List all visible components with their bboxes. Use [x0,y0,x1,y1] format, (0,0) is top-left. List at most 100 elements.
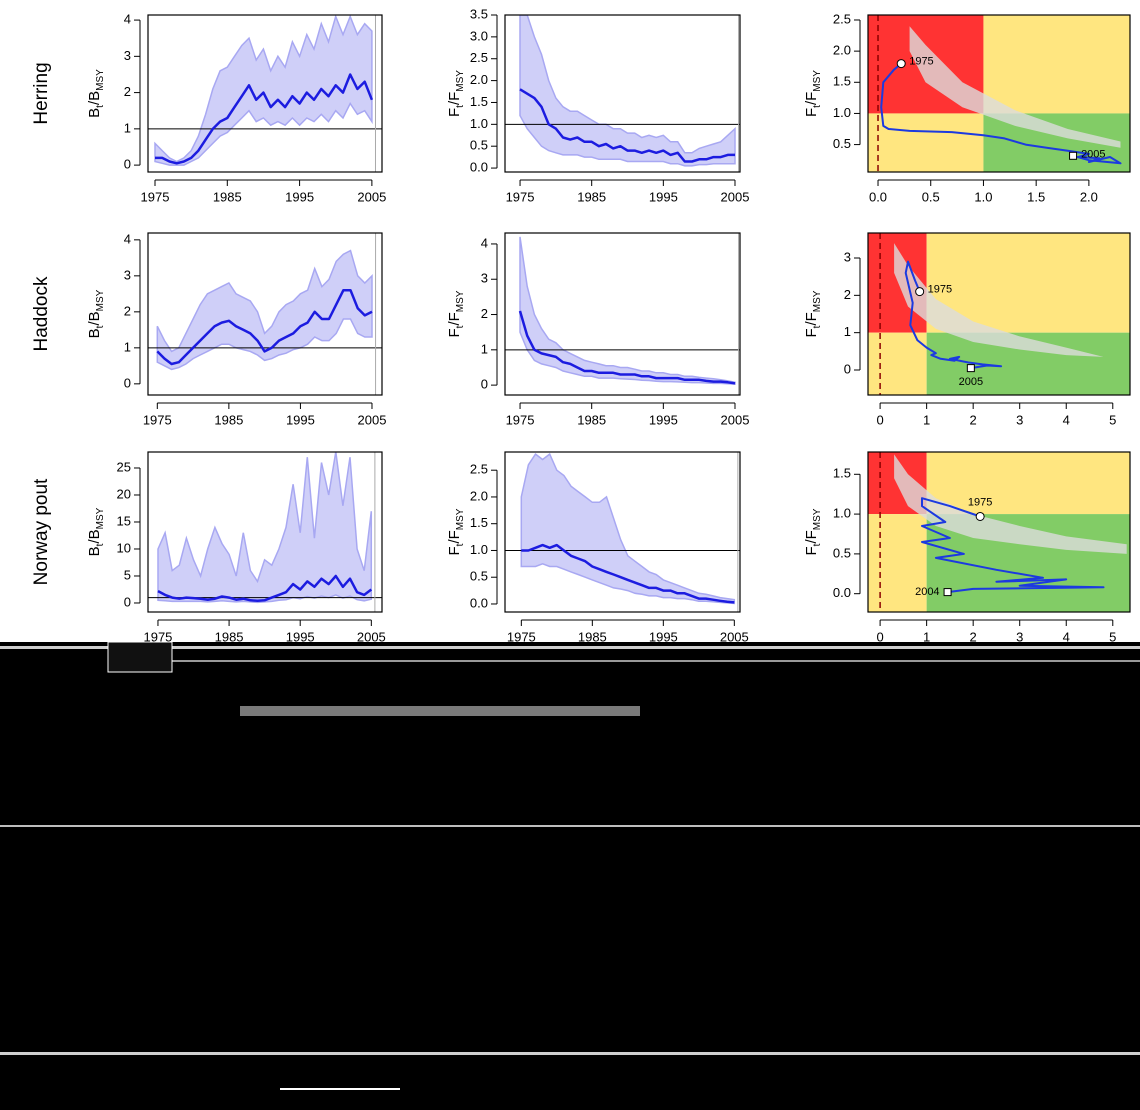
x-tick-label: 1995 [649,412,678,427]
y-tick-label: 2.0 [470,72,488,87]
y-axis-label-part: /F [803,312,820,325]
y-tick-label: 2 [844,287,851,302]
panel: 0 1 2 3 4 1975 1985 1995 2005 Ft/FMSY [446,232,750,427]
y-tick-label: 3 [481,271,488,286]
x-tick-label: 1985 [215,629,244,644]
zone-yellow [868,514,927,612]
y-axis-label-part: /B [86,91,103,105]
x-tick-label: 1975 [141,189,170,204]
panel: 0 1 2 3 4 1975 1985 1995 2005 Bt/BMSY [86,231,386,427]
x-tick-label: 1985 [578,629,607,644]
x-tick-label: 0 [876,629,883,644]
y-tick-label: 1 [481,341,488,356]
y-axis-label-part: /F [446,530,463,543]
y-tick-label: 2.5 [833,11,851,26]
y-tick-label: 2 [481,306,488,321]
y-tick-label: 4 [124,231,131,246]
y-axis-label-part: t [95,543,106,546]
y-axis-label-part: MSY [812,70,823,92]
plot-frame [867,451,1131,613]
y-tick-label: 1.0 [470,542,488,557]
y-tick-label: 4 [124,12,131,27]
end-label: 2005 [959,376,983,388]
x-tick-label: 2 [970,629,977,644]
y-axis-label-part: t [812,325,823,328]
y-tick-label: 1.5 [833,74,851,89]
y-axis-label-part: /F [803,530,820,543]
plot-area [148,233,382,395]
y-tick-label: 3 [124,267,131,282]
uncertainty-band [519,236,736,385]
zone-yellow [868,332,927,395]
y-axis-label-part: B [86,546,103,556]
y-axis-label-part: /B [86,529,103,543]
y-axis-label-part: /F [446,312,463,325]
plot-area: 1975 2005 [868,15,1130,172]
y-tick-label: 3 [844,249,851,264]
end-point [943,588,952,597]
y-axis-label-part: t [455,543,466,546]
x-tick-label: 2005 [357,189,386,204]
y-tick-label: 0 [844,361,851,376]
y-axis-label-part: F [446,108,463,117]
y-axis-label-part: MSY [95,507,106,529]
plot-frame [867,14,1131,173]
x-tick-label: 2005 [721,412,750,427]
start-point [975,511,985,521]
median-line [155,73,374,165]
y-tick-label: 15 [117,513,131,528]
y-tick-label: 25 [117,459,131,474]
x-tick-label: 1985 [214,412,243,427]
x-tick-label: 1975 [143,629,172,644]
y-axis-label: Ft/FMSY [803,508,823,555]
y-tick-label: 1.5 [470,94,488,109]
x-tick-label: 1995 [649,189,678,204]
y-axis-label-part: F [446,546,463,555]
plot-frame [147,14,383,173]
y-axis-label-part: t [95,105,106,108]
glitch-stripe [240,706,640,716]
x-tick-label: 3 [1016,629,1023,644]
y-tick-label: 3 [124,48,131,63]
y-tick-label: 3.0 [470,28,488,43]
glitch-stripe [0,1052,1140,1055]
y-tick-label: 0.5 [833,545,851,560]
x-tick-label: 5 [1109,412,1116,427]
glitch-stripe [0,646,1140,649]
panels: Herring Haddock Norway pout 0 1 2 3 4 1975 1985 19… [31,6,1131,644]
y-tick-label: 0 [124,375,131,390]
x-tick-label: 0 [876,412,883,427]
zone-yellow [983,15,1130,114]
y-axis-label-part: MSY [455,290,466,312]
y-tick-label: 0 [124,594,131,609]
y-tick-label: 2.5 [470,50,488,65]
y-tick-label: 20 [117,486,131,501]
y-tick-label: 1 [124,120,131,135]
y-tick-label: 2 [124,84,131,99]
x-tick-label: 1985 [577,189,606,204]
y-axis-label-part: MSY [812,508,823,530]
y-tick-label: 1.5 [833,466,851,481]
x-tick-label: 1995 [285,189,314,204]
y-tick-label: 10 [117,540,131,555]
plot-area [148,15,382,172]
x-tick-label: 1975 [507,629,536,644]
end-point [1069,151,1078,160]
y-axis-label-part: MSY [455,508,466,530]
trajectory [904,260,1003,370]
y-axis-label: Ft/FMSY [803,290,823,337]
start-point [896,59,906,69]
glitch-stripe [0,825,1140,827]
panel: 0 1 2 3 4 1975 1985 1995 2005 Bt/BMSY [86,12,386,205]
y-axis-label-part: t [95,325,106,328]
plot-frame [504,232,741,396]
uncertainty-cloud [894,243,1104,357]
y-tick-label: 0.0 [470,595,488,610]
y-axis-label: Ft/FMSY [446,508,466,555]
x-tick-label: 1 [923,412,930,427]
x-tick-label: 1 [923,629,930,644]
y-axis-label-part: t [455,325,466,328]
x-tick-label: 2005 [358,412,387,427]
plot-frame [147,232,383,396]
x-tick-label: 4 [1063,412,1070,427]
